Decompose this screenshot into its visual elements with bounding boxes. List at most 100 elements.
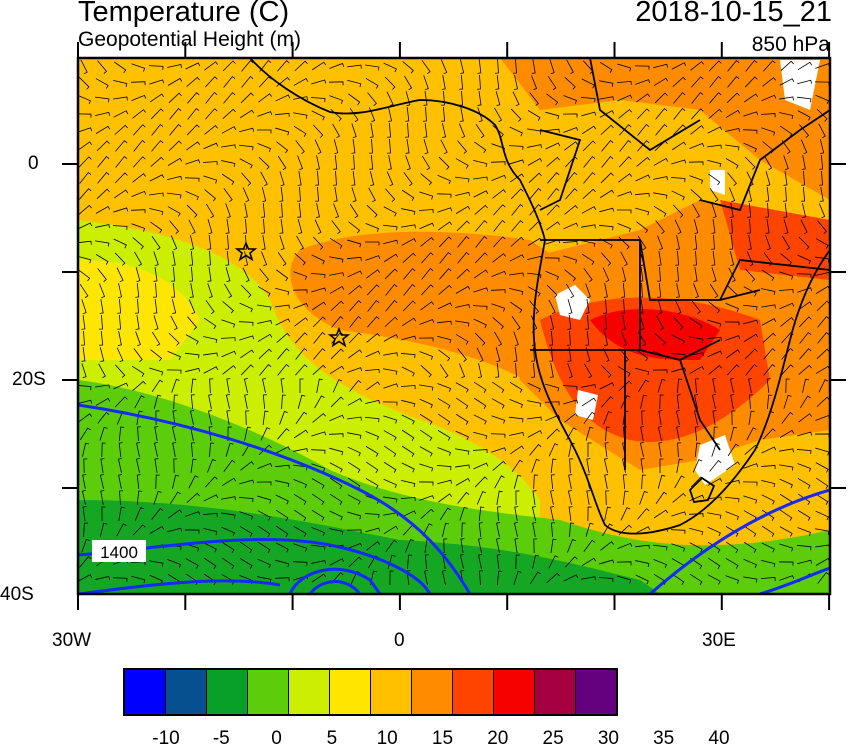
wind-barb bbox=[422, 155, 431, 171]
wind-barb bbox=[765, 235, 771, 251]
wind-barb bbox=[117, 298, 122, 314]
wind-barb bbox=[150, 221, 163, 234]
wind-barb bbox=[347, 416, 362, 421]
wind-barb bbox=[600, 541, 614, 551]
wind-barb bbox=[657, 251, 662, 266]
wind-barb bbox=[100, 490, 105, 505]
wind-barb bbox=[239, 511, 254, 520]
wind-barb bbox=[383, 415, 398, 424]
wind-barb bbox=[581, 240, 596, 247]
wind-barb bbox=[581, 576, 596, 581]
wind-barb bbox=[706, 336, 722, 341]
wind-barb bbox=[493, 219, 506, 232]
wind-barb bbox=[419, 351, 434, 360]
wind-barb bbox=[566, 59, 574, 75]
wind-barb bbox=[637, 379, 649, 393]
wind-barb bbox=[564, 76, 576, 90]
wind-barb bbox=[672, 124, 686, 136]
wind-barb bbox=[81, 347, 86, 362]
wind-barb bbox=[653, 176, 668, 181]
wind-barb bbox=[365, 399, 381, 405]
wind-barb bbox=[725, 335, 741, 341]
wind-barb bbox=[671, 190, 685, 201]
wind-barb bbox=[349, 315, 362, 328]
wind-barb bbox=[419, 191, 434, 200]
wind-barb bbox=[497, 506, 502, 522]
wind-barb bbox=[779, 302, 795, 310]
wind-barb bbox=[151, 140, 164, 152]
wind-barb bbox=[221, 160, 236, 167]
wind-barb bbox=[712, 410, 717, 425]
wind-barb bbox=[550, 506, 555, 521]
wind-barb bbox=[438, 236, 452, 248]
wind-barb bbox=[459, 59, 465, 75]
wind-barb bbox=[527, 144, 542, 149]
wind-barb bbox=[815, 477, 829, 490]
wind-barb bbox=[634, 65, 650, 70]
wind-barb bbox=[97, 411, 110, 424]
wind-barb bbox=[274, 577, 290, 582]
wind-barb bbox=[496, 554, 501, 569]
wind-barb bbox=[224, 283, 233, 299]
wind-barb bbox=[117, 283, 122, 298]
wind-barb bbox=[437, 383, 452, 392]
wind-barb bbox=[672, 316, 684, 330]
wind-barb bbox=[113, 382, 129, 390]
wind-barb bbox=[364, 513, 380, 519]
wind-barb bbox=[455, 448, 470, 455]
wind-barb bbox=[783, 155, 789, 171]
wind-barb bbox=[112, 225, 128, 230]
wind-barb bbox=[474, 141, 487, 154]
wind-barb bbox=[369, 154, 374, 170]
wind-barb bbox=[477, 538, 482, 553]
wind-barb bbox=[455, 320, 470, 327]
wind-barb bbox=[221, 557, 235, 570]
wind-barb bbox=[724, 321, 740, 326]
wind-barb bbox=[479, 570, 484, 586]
wind-barb bbox=[562, 241, 578, 246]
wind-barb bbox=[709, 283, 719, 299]
wind-barb bbox=[546, 93, 559, 106]
wind-barb bbox=[190, 235, 195, 250]
wind-barb bbox=[316, 378, 323, 393]
wind-barb bbox=[622, 490, 629, 505]
wind-barb bbox=[639, 490, 648, 505]
colorbar-label: -10 bbox=[152, 728, 180, 749]
wind-barb bbox=[118, 426, 125, 442]
wind-barb bbox=[293, 448, 308, 453]
wind-barb bbox=[275, 542, 289, 553]
wind-barb bbox=[95, 397, 111, 406]
wind-barb bbox=[563, 126, 579, 133]
wind-barb bbox=[533, 474, 538, 490]
wind-barb bbox=[548, 555, 559, 569]
wind-barb bbox=[347, 398, 363, 406]
wind-barb bbox=[349, 300, 362, 312]
wind-barb bbox=[711, 394, 716, 409]
wind-barb bbox=[598, 577, 614, 582]
wind-barb bbox=[599, 559, 615, 565]
wind-barb bbox=[166, 369, 182, 374]
wind-barb bbox=[207, 283, 213, 299]
wind-barb bbox=[295, 364, 308, 376]
wind-barb bbox=[401, 462, 415, 473]
wind-barb bbox=[441, 90, 445, 106]
colorbar-label: 15 bbox=[431, 728, 454, 749]
wind-barb bbox=[311, 287, 327, 293]
wind-barb bbox=[347, 511, 362, 520]
wind-barb bbox=[79, 171, 92, 184]
colorbar-swatch bbox=[330, 670, 371, 714]
wind-barb bbox=[329, 286, 345, 294]
wind-barb bbox=[80, 330, 85, 346]
wind-barb bbox=[240, 461, 254, 471]
wind-barb bbox=[473, 414, 487, 425]
wind-barb bbox=[224, 234, 229, 250]
wind-barb bbox=[225, 203, 231, 219]
wind-barb bbox=[782, 235, 791, 251]
wind-barb bbox=[653, 77, 669, 87]
wind-barb bbox=[797, 61, 813, 71]
wind-barb bbox=[207, 458, 216, 473]
wind-barb bbox=[653, 509, 669, 519]
wind-barb bbox=[78, 255, 92, 264]
wind-barb bbox=[585, 347, 591, 363]
wind-barb bbox=[492, 189, 506, 199]
